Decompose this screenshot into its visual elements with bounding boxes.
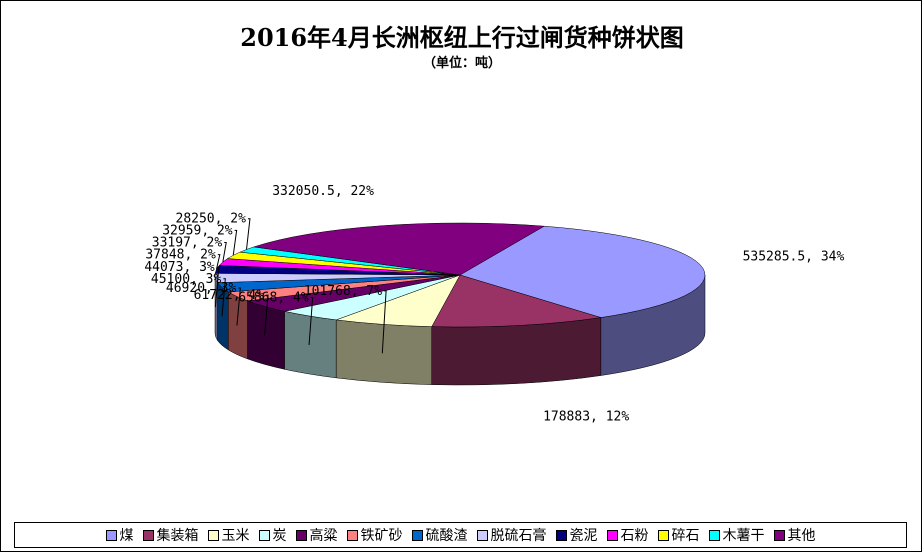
legend-item-4: 高粱 bbox=[295, 525, 338, 545]
leader-line-5 bbox=[236, 287, 241, 326]
legend-swatch-11 bbox=[708, 529, 720, 541]
legend-label-7: 脱硫石膏 bbox=[490, 528, 547, 544]
legend-item-9: 石粉 bbox=[606, 525, 649, 545]
legend-label-3: 炭 bbox=[272, 528, 287, 544]
legend-label-4: 高粱 bbox=[309, 528, 338, 544]
data-label-5: 46920, 3% bbox=[166, 281, 237, 296]
legend-item-7: 脱硫石膏 bbox=[476, 525, 547, 545]
legend-swatch-1 bbox=[142, 529, 154, 541]
chart-legend: 煤 集装箱 玉米 炭 高粱 铁矿砂 硫酸渣 脱硫石膏 瓷泥 石粉 碎石 木薯干 其他 bbox=[14, 522, 907, 548]
data-label-6: 45100, 3% bbox=[151, 272, 222, 287]
data-label-7: 44073, 3% bbox=[144, 260, 215, 275]
data-label-8: 37848, 2% bbox=[145, 248, 216, 263]
pie-side-4 bbox=[247, 300, 285, 370]
legend-label-11: 木薯干 bbox=[722, 528, 765, 544]
legend-label-8: 瓷泥 bbox=[569, 528, 598, 544]
data-label-0: 535285.5, 34% bbox=[743, 250, 845, 265]
legend-swatch-3 bbox=[258, 529, 270, 541]
leader-line-10 bbox=[232, 229, 238, 256]
legend-label-6: 硫酸渣 bbox=[425, 528, 468, 544]
leader-line-3 bbox=[308, 296, 314, 345]
legend-label-5: 铁矿砂 bbox=[360, 528, 403, 544]
legend-item-12: 其他 bbox=[773, 525, 816, 545]
legend-item-2: 玉米 bbox=[207, 525, 250, 545]
legend-item-0: 煤 bbox=[105, 525, 134, 545]
leader-line-2 bbox=[381, 290, 387, 354]
pie-slice-0 bbox=[459, 225, 706, 318]
legend-swatch-6 bbox=[411, 529, 423, 541]
legend-label-10: 碎石 bbox=[671, 528, 700, 544]
legend-swatch-7 bbox=[476, 529, 488, 541]
legend-item-1: 集装箱 bbox=[142, 525, 199, 545]
legend-item-3: 炭 bbox=[258, 525, 287, 545]
data-label-10: 32959, 2% bbox=[162, 223, 233, 238]
pie-side-1 bbox=[431, 317, 602, 386]
data-label-11: 28250, 2% bbox=[176, 212, 247, 227]
legend-swatch-0 bbox=[105, 529, 117, 541]
chart-subtitle: （单位：吨） bbox=[422, 56, 501, 71]
data-label-12: 332050.5, 22% bbox=[272, 184, 374, 199]
pie-chart: 535285.5, 34% 178883, 12% 101768, 7%65868,… bbox=[144, 184, 845, 425]
data-label-3: 65868, 4% bbox=[238, 290, 309, 305]
legend-swatch-10 bbox=[657, 529, 669, 541]
data-label-9: 33197, 2% bbox=[152, 235, 223, 250]
leader-line-9 bbox=[222, 241, 227, 263]
legend-item-8: 瓷泥 bbox=[555, 525, 598, 545]
chart-title: 2016年4月长洲枢纽上行过闸货种饼状图 bbox=[240, 23, 684, 52]
leader-line-4 bbox=[264, 294, 269, 336]
leader-line-8 bbox=[215, 254, 221, 270]
data-label-2: 101768, 7% bbox=[304, 284, 382, 299]
legend-swatch-5 bbox=[346, 529, 358, 541]
legend-item-11: 木薯干 bbox=[708, 525, 765, 545]
legend-label-12: 其他 bbox=[787, 528, 816, 544]
legend-item-5: 铁矿砂 bbox=[346, 525, 403, 545]
legend-label-2: 玉米 bbox=[221, 528, 250, 544]
legend-swatch-8 bbox=[555, 529, 567, 541]
legend-item-10: 碎石 bbox=[657, 525, 700, 545]
legend-swatch-4 bbox=[295, 529, 307, 541]
pie-slice-12 bbox=[253, 222, 546, 276]
legend-swatch-2 bbox=[207, 529, 219, 541]
legend-label-1: 集装箱 bbox=[156, 528, 199, 544]
leader-line-11 bbox=[246, 218, 251, 250]
data-label-4: 61722, 4% bbox=[194, 288, 265, 303]
legend-swatch-12 bbox=[773, 529, 785, 541]
legend-swatch-9 bbox=[606, 529, 618, 541]
legend-label-9: 石粉 bbox=[620, 528, 649, 544]
pie-slice-1 bbox=[431, 274, 601, 328]
legend-label-0: 煤 bbox=[119, 528, 134, 544]
leader-line-6 bbox=[221, 278, 226, 317]
legend-item-6: 硫酸渣 bbox=[411, 525, 468, 545]
data-label-1: 178883, 12% bbox=[543, 410, 629, 425]
